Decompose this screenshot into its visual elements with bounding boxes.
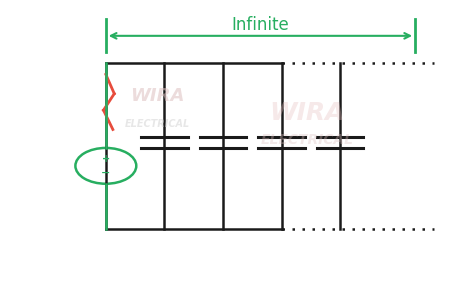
Text: ELECTRICAL: ELECTRICAL	[261, 133, 354, 148]
Text: WIRA: WIRA	[130, 87, 184, 105]
Text: WIRA: WIRA	[270, 101, 345, 125]
Text: ELECTRICAL: ELECTRICAL	[125, 119, 190, 129]
Text: +: +	[102, 154, 110, 164]
Text: Infinite: Infinite	[231, 16, 289, 34]
Text: −: −	[101, 168, 110, 178]
